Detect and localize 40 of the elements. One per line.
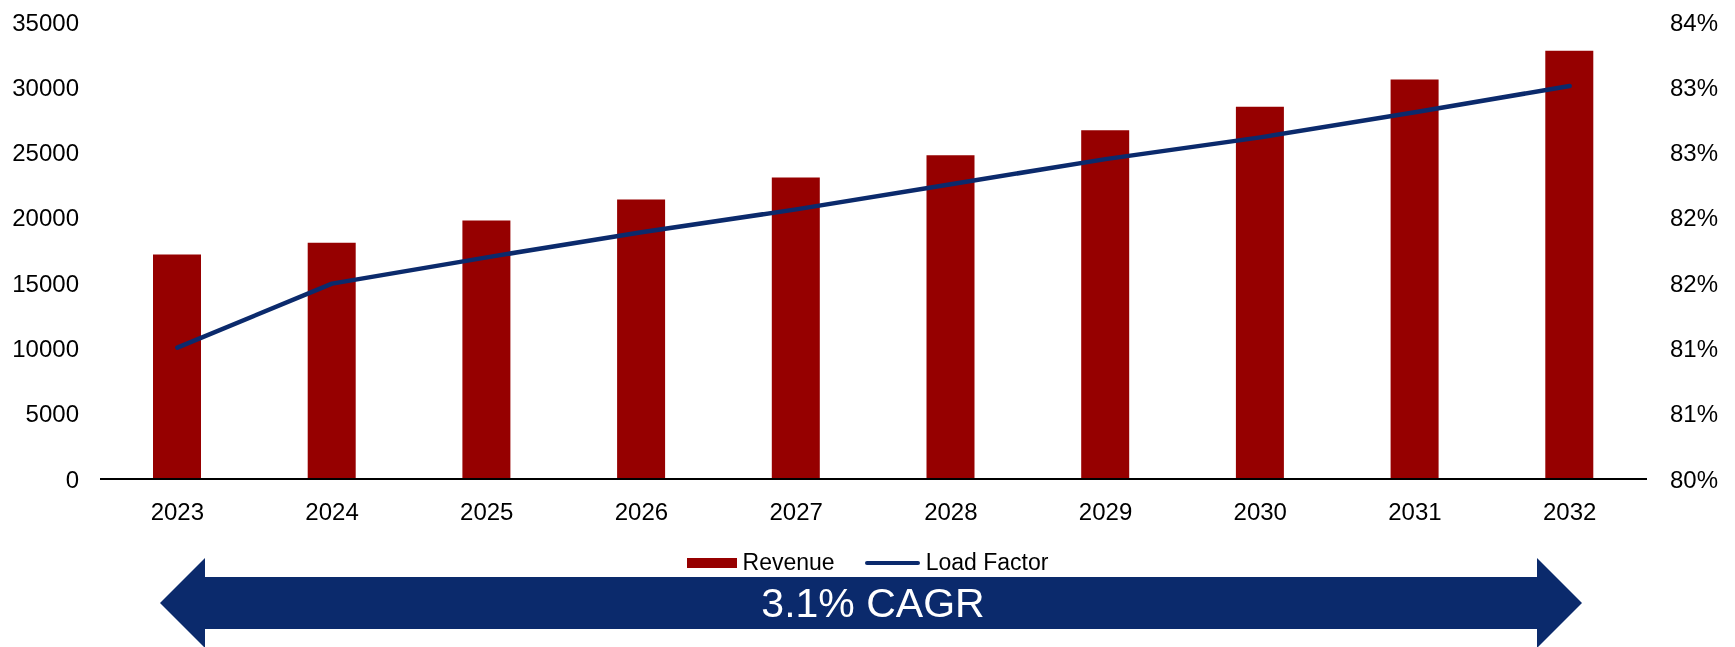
y2-tick-label: 80% — [1670, 465, 1719, 493]
y2-tick-label: 82% — [1670, 270, 1719, 298]
y-tick-label: 10000 — [12, 334, 79, 362]
x-tick-label: 2031 — [1388, 498, 1442, 526]
line-series — [175, 83, 1572, 350]
bar — [1390, 79, 1439, 479]
x-tick-label: 2026 — [614, 498, 669, 526]
bar — [617, 199, 666, 479]
y2-tick-label: 81% — [1670, 335, 1719, 363]
bar — [1081, 130, 1130, 479]
x-tick-label: 2030 — [1233, 498, 1287, 526]
x-tick-label: 2032 — [1542, 498, 1597, 526]
bar — [307, 242, 356, 479]
legend-label: Revenue — [742, 549, 835, 576]
y2-tick-label: 82% — [1670, 203, 1719, 231]
x-tick-label: 2027 — [769, 498, 823, 526]
x-tick-label: 2024 — [305, 498, 359, 526]
bar — [462, 220, 511, 479]
y-tick-label: 20000 — [12, 204, 79, 232]
y-tick-label: 25000 — [12, 139, 79, 167]
y2-tick-label: 81% — [1670, 400, 1719, 428]
y-tick-label: 5000 — [25, 400, 79, 428]
y-tick-label: 0 — [65, 465, 79, 493]
text: 3.1% CAGR — [761, 580, 985, 626]
bar — [153, 254, 201, 479]
bar — [771, 177, 820, 479]
x-tick-label: 2028 — [924, 498, 978, 526]
x-tick-label: 2029 — [1078, 498, 1133, 526]
bar — [926, 155, 975, 479]
y-tick-label: 30000 — [12, 73, 79, 101]
bar — [1545, 50, 1594, 479]
bar — [1235, 106, 1284, 479]
x-tick-label: 2023 — [150, 498, 205, 526]
y2-tick-label: 83% — [1670, 73, 1719, 101]
y-tick-label: 15000 — [12, 269, 79, 297]
y-tick-label: 35000 — [12, 8, 79, 36]
legend-label: Load Factor — [925, 549, 1049, 576]
y2-tick-label: 83% — [1670, 138, 1719, 166]
x-tick-label: 2025 — [460, 498, 514, 526]
y2-tick-label: 84% — [1670, 8, 1719, 36]
